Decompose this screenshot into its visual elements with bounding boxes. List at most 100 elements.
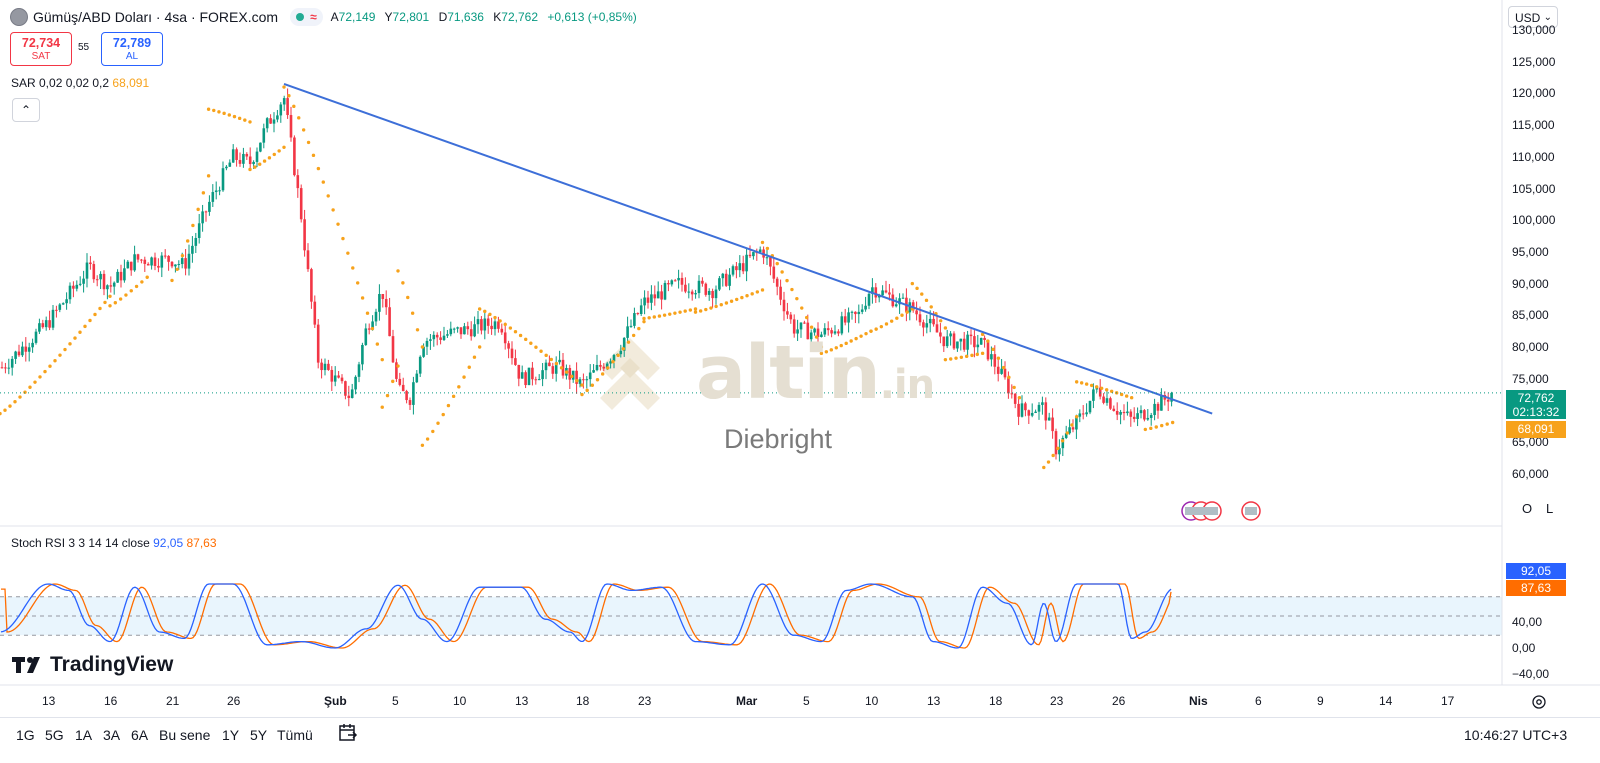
- sar-legend[interactable]: SAR 0,02 0,02 0,2 68,091: [11, 76, 149, 90]
- sar-dot: [884, 322, 889, 326]
- candle-body: [847, 312, 850, 323]
- range-button[interactable]: Bu sene: [159, 727, 211, 743]
- candle-body: [765, 257, 769, 259]
- sar-dot: [351, 266, 355, 270]
- candle-body: [177, 264, 181, 266]
- sar-dot: [206, 107, 211, 111]
- candle-body: [395, 362, 398, 379]
- sar-dot: [396, 364, 400, 368]
- sar-dot: [980, 351, 985, 356]
- candle-body: [789, 314, 793, 320]
- clock-timezone[interactable]: 10:46:27 UTC+3: [1464, 727, 1568, 743]
- candle-body: [85, 262, 89, 279]
- watermark-logo-icon: [600, 338, 660, 410]
- candle-body: [405, 391, 408, 401]
- candle-body: [680, 277, 684, 285]
- sar-dot: [693, 307, 698, 311]
- range-button[interactable]: 5G: [45, 727, 64, 743]
- sar-dot: [253, 165, 257, 169]
- candle-body: [748, 254, 752, 257]
- range-button[interactable]: 1G: [16, 727, 35, 743]
- candle-body: [41, 323, 45, 328]
- candle-body: [673, 280, 677, 282]
- candle-body: [225, 166, 228, 169]
- time-axis-label: 16: [104, 694, 118, 708]
- sar-dot: [814, 335, 819, 339]
- sar-dot: [503, 322, 507, 327]
- sar-dot: [124, 293, 128, 297]
- tradingview-logo[interactable]: TradingView: [12, 653, 173, 677]
- sar-dot: [915, 286, 919, 291]
- candle-body: [459, 327, 463, 335]
- sar-dot: [668, 312, 672, 316]
- range-button[interactable]: 5Y: [250, 727, 268, 743]
- date-range-icon[interactable]: [338, 723, 358, 743]
- candle-body: [792, 319, 796, 334]
- sar-dot: [180, 253, 185, 258]
- candle-body: [626, 326, 629, 338]
- sar-dot: [1012, 385, 1016, 390]
- symbol-title[interactable]: Gümüş/ABD Doları · 4sa · FOREX.com: [33, 9, 279, 25]
- range-button[interactable]: 1Y: [222, 727, 240, 743]
- sar-dot: [790, 287, 794, 292]
- candle-body: [922, 322, 925, 328]
- range-button[interactable]: 1A: [75, 727, 93, 743]
- candle-body: [1017, 403, 1020, 417]
- sar-dot: [585, 388, 589, 393]
- candle-body: [211, 192, 215, 202]
- sar-dot: [964, 354, 969, 359]
- market-status[interactable]: ≈: [290, 8, 323, 26]
- candle-body: [412, 382, 415, 405]
- stoch-legend[interactable]: Stoch RSI 3 3 14 14 close 92,05 87,63: [11, 536, 217, 550]
- range-button[interactable]: Tümü: [277, 727, 313, 743]
- buy-button[interactable]: 72,789 AL: [101, 32, 163, 66]
- sar-dot: [243, 118, 247, 122]
- sar-dot: [88, 318, 92, 323]
- sar-dot: [316, 166, 321, 171]
- candle-body: [286, 98, 289, 116]
- range-button[interactable]: 6A: [131, 727, 149, 743]
- sar-dot: [1074, 380, 1079, 384]
- range-button[interactable]: 3A: [103, 727, 121, 743]
- sar-dot: [248, 167, 252, 172]
- candle-body: [694, 293, 697, 295]
- sar-dot: [513, 330, 518, 334]
- sar-dot: [740, 295, 744, 300]
- candle-body: [4, 367, 7, 369]
- sar-dot: [212, 108, 216, 113]
- ol-button-l[interactable]: L: [1546, 501, 1554, 516]
- sar-dot: [980, 332, 985, 337]
- sar-dot: [108, 294, 112, 298]
- candle-body: [684, 284, 687, 292]
- sar-dot: [1007, 375, 1011, 380]
- sar-dot: [869, 329, 873, 333]
- stoch-legend-label: Stoch RSI 3 3 14 14 close: [11, 536, 150, 550]
- sar-dot: [258, 162, 262, 166]
- currency-selector[interactable]: USD ⌄: [1508, 6, 1558, 28]
- candle-body: [663, 283, 667, 300]
- time-axis-label: 10: [865, 694, 879, 708]
- candle-body: [786, 311, 789, 315]
- time-axis-label: 23: [638, 694, 652, 708]
- candle-body: [180, 258, 184, 265]
- candle-body: [612, 354, 616, 362]
- ol-button-o[interactable]: O: [1522, 501, 1533, 516]
- stoch-axis-label: 40,00: [1512, 615, 1543, 630]
- collapse-legend-button[interactable]: ⌃: [12, 98, 40, 122]
- candle-body: [160, 255, 164, 268]
- stoch-k-tag: 92,05: [1506, 563, 1566, 579]
- candle-body: [548, 362, 551, 367]
- settings-gear-icon[interactable]: [1530, 693, 1548, 711]
- candle-body: [17, 351, 21, 356]
- sar-dot: [693, 310, 698, 314]
- sell-button[interactable]: 72,734 SAT: [10, 32, 72, 66]
- candle-body: [432, 334, 436, 340]
- price-axis-label: 115,000: [1512, 118, 1555, 133]
- candle-body: [558, 359, 561, 363]
- sar-dot: [1094, 385, 1099, 389]
- sar-dot: [804, 315, 809, 320]
- sar-dot: [719, 303, 723, 307]
- price-axis-label: 95,000: [1512, 244, 1549, 259]
- sar-dot: [714, 304, 718, 309]
